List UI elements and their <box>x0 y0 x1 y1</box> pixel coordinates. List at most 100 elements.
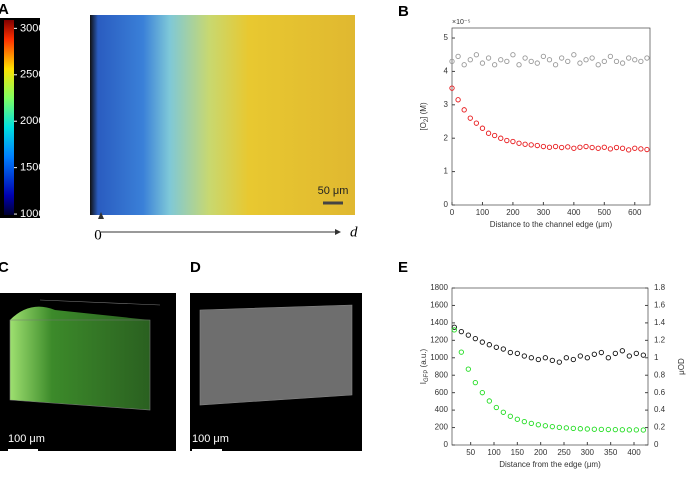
data-point <box>549 357 555 364</box>
panel-label: B <box>398 3 409 20</box>
data-point <box>619 427 625 433</box>
plot-frame <box>451 27 651 206</box>
y-tick-label: 0 <box>444 200 449 209</box>
data-point <box>571 52 577 58</box>
x-tick-label: 300 <box>581 448 595 457</box>
data-point <box>612 426 618 433</box>
x-tick-label: 50 <box>466 448 475 457</box>
data-point <box>451 324 457 330</box>
x-tick-label: 200 <box>506 208 520 217</box>
data-point <box>455 53 461 60</box>
arrow-head <box>335 229 341 235</box>
data-point <box>542 355 548 361</box>
x-tick-label: 0 <box>450 208 455 217</box>
data-point <box>546 57 553 63</box>
data-point <box>598 349 604 356</box>
label-part: I <box>419 382 428 384</box>
data-point <box>467 115 473 121</box>
y-tick-label: 800 <box>435 370 449 379</box>
panel-label: E <box>398 259 408 276</box>
data-point <box>528 58 534 65</box>
data-point <box>534 142 540 149</box>
data-point <box>473 120 480 126</box>
data-point <box>507 349 513 356</box>
plot-frame <box>451 287 649 446</box>
y-tick-label: 3 <box>444 100 449 109</box>
y-axis-label: [O2] (M) <box>419 102 429 131</box>
data-point <box>546 144 553 150</box>
scale-label: 50 μm <box>318 185 349 197</box>
data-point <box>632 57 638 63</box>
data-point <box>514 416 520 422</box>
data-point <box>458 328 464 335</box>
data-point <box>577 353 583 359</box>
data-point <box>449 58 455 65</box>
y-tick-label: 1 <box>444 167 449 176</box>
y-tick-label: 5 <box>444 33 449 42</box>
y-tick-label: 1000 <box>430 353 448 362</box>
colorbar-tick-label: 1500 <box>20 162 44 174</box>
data-point <box>510 52 516 58</box>
y2-tick-label: 1.4 <box>654 318 666 327</box>
y-tick-label: 1800 <box>430 283 448 292</box>
y2-tick-label: 1.8 <box>654 283 666 292</box>
x-tick-label: 400 <box>627 448 641 457</box>
y2-tick-label: 0.2 <box>654 423 666 432</box>
data-point <box>461 107 467 113</box>
x-tick-label: 300 <box>537 208 551 217</box>
data-point <box>633 427 639 433</box>
data-point <box>472 335 478 342</box>
y2-tick-label: 0.6 <box>654 388 666 397</box>
data-point <box>633 350 639 357</box>
data-point <box>521 418 527 425</box>
data-point <box>479 125 486 131</box>
data-point <box>644 146 650 153</box>
scale-label: 100 μm <box>192 433 229 445</box>
colorbar <box>4 20 14 215</box>
y-tick-label: 2 <box>444 133 449 142</box>
3d-surface <box>200 305 352 405</box>
data-point <box>601 58 607 65</box>
data-point <box>589 55 595 61</box>
data-point <box>461 62 467 68</box>
data-point <box>626 353 632 359</box>
y-tick-label: 400 <box>435 405 449 414</box>
data-point <box>583 57 589 63</box>
y2-tick-label: 0.8 <box>654 370 666 379</box>
colorbar-tick-label: 2000 <box>20 115 44 127</box>
data-point <box>644 55 650 61</box>
data-point <box>563 355 569 361</box>
data-point <box>493 344 499 350</box>
data-point <box>485 130 492 136</box>
x-tick-label: 100 <box>476 208 490 217</box>
data-point <box>514 350 520 357</box>
data-point <box>607 53 614 60</box>
data-point <box>565 58 571 65</box>
data-point <box>534 60 540 66</box>
data-point <box>619 60 626 66</box>
panel-label: C <box>0 259 9 276</box>
scale-label: 100 μm <box>8 433 45 445</box>
data-point <box>516 140 522 146</box>
y-tick-label: 0 <box>444 440 449 449</box>
data-point <box>613 58 620 65</box>
data-point <box>522 55 528 61</box>
y2-tick-label: 1 <box>654 353 659 362</box>
data-point <box>465 332 471 338</box>
colorbar-tick-label: 1000 <box>20 208 44 220</box>
panel-label: D <box>190 259 201 276</box>
3d-box <box>199 304 353 406</box>
y2-axis-label: μOD <box>677 358 686 375</box>
data-point <box>591 351 597 357</box>
data-point <box>507 413 513 419</box>
data-point <box>571 145 577 151</box>
axis-origin: 0 <box>94 227 102 243</box>
data-point <box>473 52 480 58</box>
data-point <box>577 60 583 66</box>
y-tick-label: 4 <box>444 67 449 76</box>
data-point <box>493 404 499 411</box>
arrow-head <box>98 212 104 219</box>
data-point <box>451 327 457 333</box>
data-point <box>552 143 559 150</box>
